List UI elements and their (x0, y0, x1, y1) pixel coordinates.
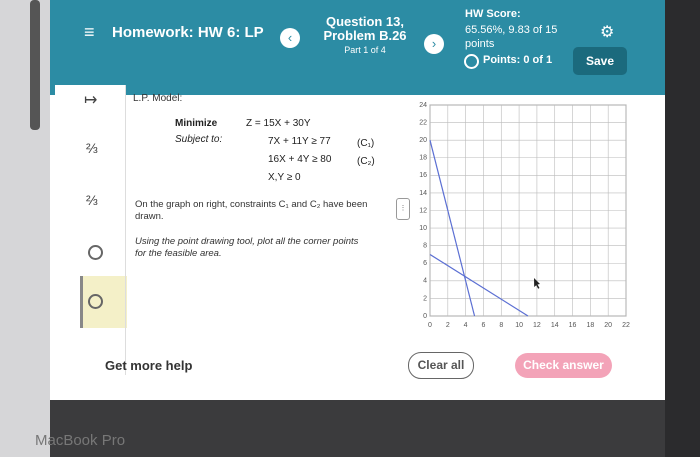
cursor (534, 278, 540, 289)
x-tick-label: 0 (428, 322, 432, 329)
heading: L.P. Model: (133, 93, 183, 104)
y-tick-label: 16 (419, 172, 427, 179)
score-label: HW Score: (465, 8, 521, 20)
x-tick-label: 8 (499, 322, 503, 329)
question: Question 13, Problem B.26 (323, 14, 407, 43)
constraint-tag: (C₂) (357, 156, 375, 167)
x-tick-label: 12 (533, 322, 541, 329)
x-tick-label: 6 (482, 322, 486, 329)
y-tick-label: 10 (419, 225, 427, 232)
constraint: 16X + 4Y ≥ 80 (268, 154, 332, 165)
points: Points: 0 of 1 (483, 54, 553, 66)
instruction: Using the point drawing tool, plot all t… (135, 236, 359, 259)
prev-button[interactable]: ‹ (280, 28, 300, 48)
note: On the graph on right, constraints C₁ an… (135, 199, 368, 222)
points-icon (464, 54, 479, 69)
y-tick-label: 22 (419, 119, 427, 126)
divider (125, 85, 126, 375)
x-tick-label: 22 (622, 322, 630, 329)
check-button[interactable]: Check answer (515, 353, 612, 378)
y-tick-label: 24 (419, 102, 427, 109)
y-tick-label: 4 (423, 278, 427, 285)
y-tick-label: 18 (419, 155, 427, 162)
menu-icon[interactable]: ≡ (84, 22, 95, 42)
y-tick-label: 14 (419, 190, 427, 197)
part: Part 1 of 4 (344, 45, 386, 55)
constraint-tag: (C₁) (357, 138, 375, 149)
save-button[interactable]: Save (573, 47, 627, 75)
constraint-line (429, 253, 529, 317)
subject-to: Subject to: (175, 134, 223, 145)
bezel-right (665, 0, 700, 457)
part-icon[interactable]: ⅔ (86, 140, 98, 156)
help-link[interactable]: Get more help (105, 358, 193, 373)
next-button[interactable]: › (424, 34, 444, 54)
clear-button[interactable]: Clear all (408, 352, 474, 379)
sidebar (55, 85, 125, 395)
top-bar (50, 0, 665, 95)
part-icon[interactable]: ↦ (84, 92, 98, 109)
x-tick-label: 2 (446, 322, 450, 329)
objective: Z = 15X + 30Y (246, 118, 311, 129)
part-icon[interactable] (88, 294, 103, 309)
score: 65.56%, 9.83 of 15 points (465, 24, 558, 50)
bezel-left (0, 0, 50, 457)
constraint: 7X + 11Y ≥ 77 (268, 136, 331, 147)
part-icon[interactable]: ⅔ (86, 192, 98, 208)
nonneg: X,Y ≥ 0 (268, 172, 301, 183)
x-tick-label: 20 (604, 322, 612, 329)
constraint-line (429, 140, 476, 317)
part-icon[interactable] (88, 245, 103, 260)
y-tick-label: 0 (423, 313, 427, 320)
x-tick-label: 10 (515, 322, 523, 329)
device-label: MacBook Pro (35, 432, 126, 449)
scrollbar (30, 0, 40, 130)
y-tick-label: 6 (423, 260, 427, 267)
resize-handle[interactable]: ⋮ (396, 198, 410, 220)
x-tick-label: 16 (569, 322, 577, 329)
x-tick-label: 14 (551, 322, 559, 329)
y-tick-label: 20 (419, 137, 427, 144)
y-tick-label: 2 (423, 295, 427, 302)
x-tick-label: 18 (586, 322, 594, 329)
current-part (80, 276, 127, 328)
y-tick-label: 12 (419, 207, 427, 214)
x-tick-label: 4 (464, 322, 468, 329)
minimize: Minimize (175, 118, 218, 129)
settings-icon[interactable]: ⚙ (600, 24, 615, 41)
y-tick-label: 8 (423, 243, 427, 250)
hw-title: Homework: HW 6: LP (112, 24, 264, 41)
